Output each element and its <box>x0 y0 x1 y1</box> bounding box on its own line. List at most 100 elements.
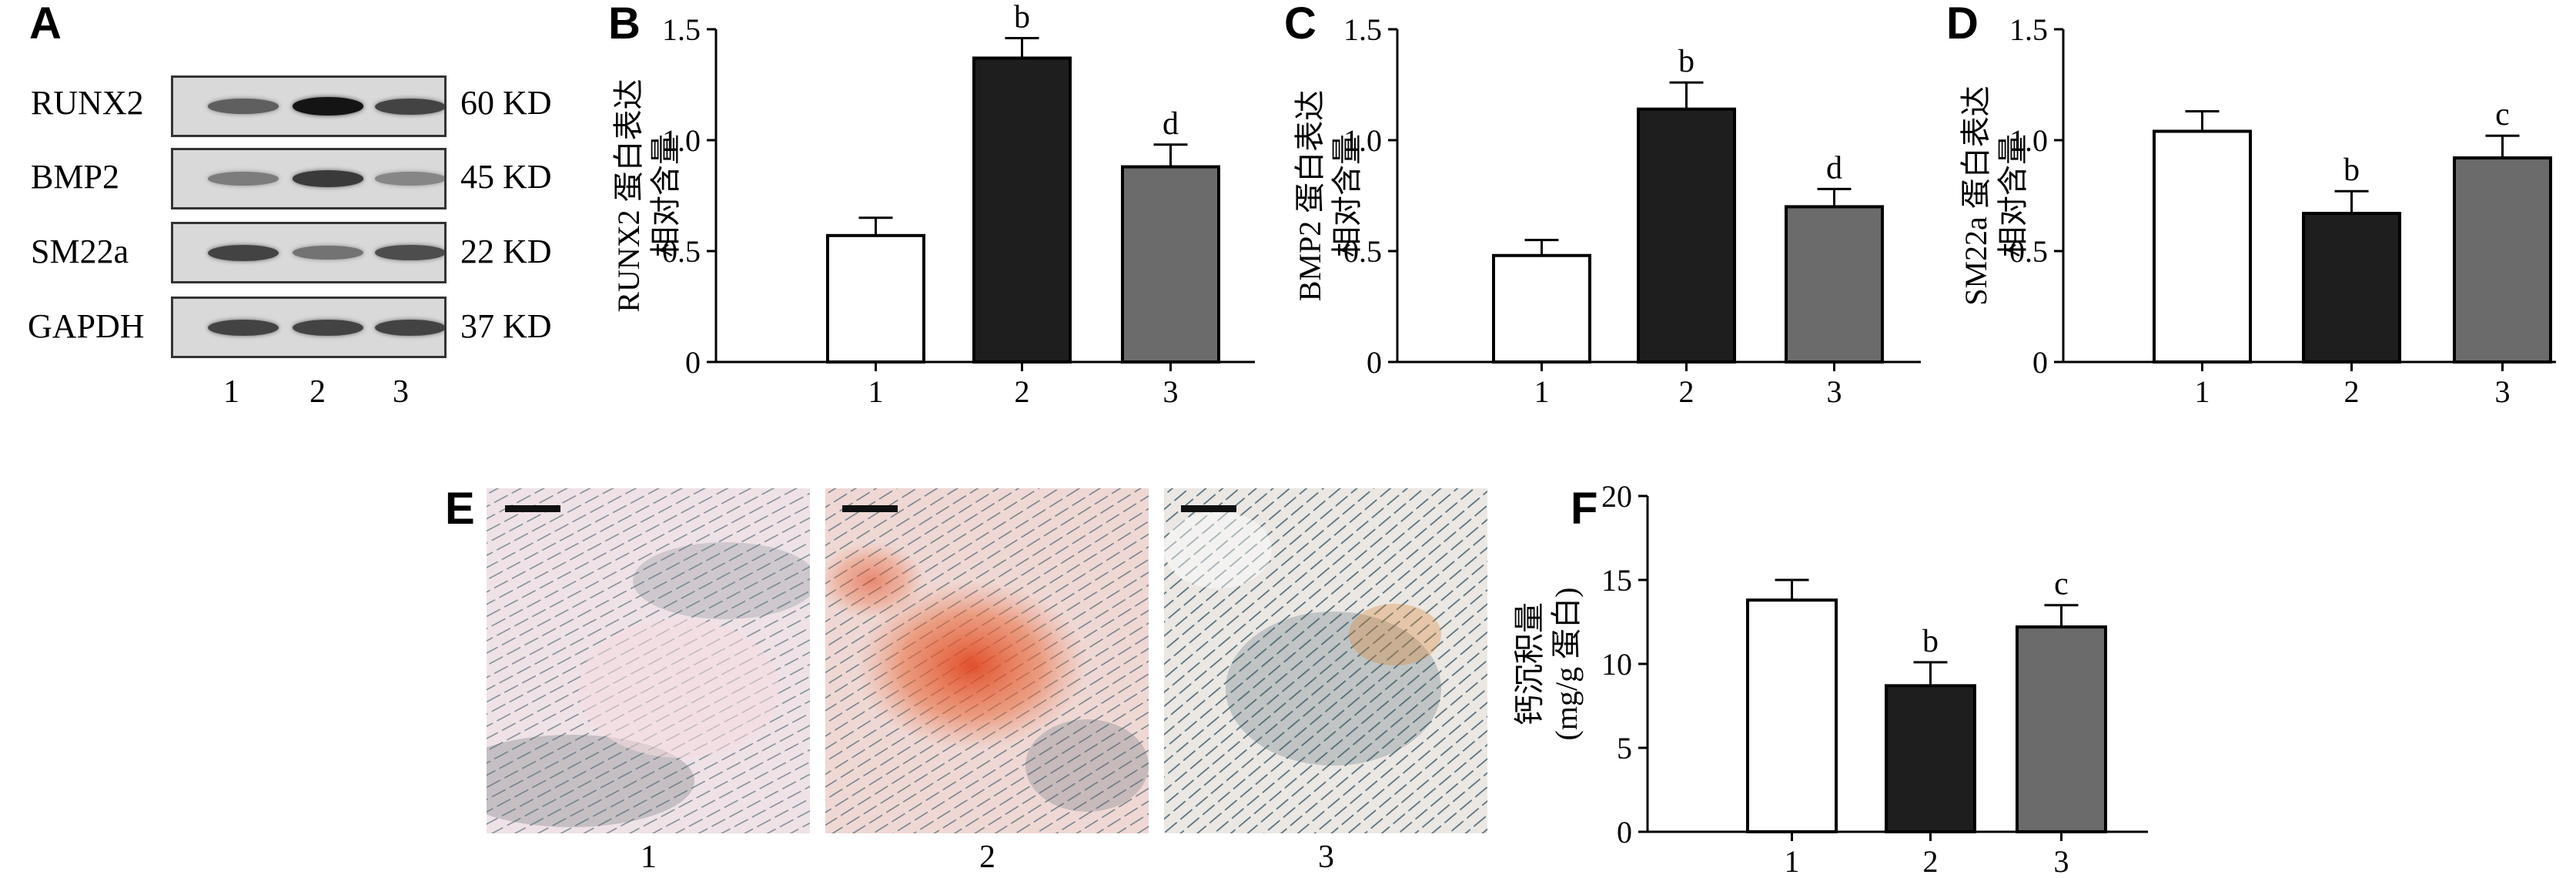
panel-label-a: A <box>29 0 62 49</box>
scale-bar <box>842 505 898 512</box>
y-tick-label: 0 <box>2032 345 2048 380</box>
x-tick-label: 2 <box>1679 374 1694 409</box>
blot-band <box>208 172 279 186</box>
micrograph-1 <box>487 488 810 833</box>
y-axis-label: 相对含量 <box>1996 134 2030 257</box>
y-axis-label-group: BMP2 蛋白表达 相对含量 <box>1293 90 1364 302</box>
y-tick-label: 1.5 <box>662 12 701 47</box>
blot-lane-label: 3 <box>393 374 409 410</box>
bar <box>1885 684 1976 833</box>
blot-band <box>208 244 279 261</box>
y-tick-label: 20 <box>1601 479 1632 514</box>
y-tick-label: 5 <box>1617 731 1632 766</box>
significance-label: b <box>1014 0 1030 35</box>
y-axis-label: 相对含量 <box>648 134 683 257</box>
bar <box>1746 598 1838 833</box>
blot-strip-bmp2 <box>171 148 447 209</box>
y-tick-label: 0 <box>1617 815 1632 850</box>
scale-bar <box>505 505 560 512</box>
chart-f-calcium: 0 5 10 15 20 钙沉积量 (mg/g 蛋白) 1 b 2 c 3 <box>1512 479 2148 878</box>
panel-label-f: F <box>1571 484 1598 534</box>
bar <box>2302 212 2401 364</box>
blot-band <box>293 245 363 260</box>
x-tick-label: 2 <box>1923 844 1939 878</box>
bar <box>2453 156 2552 364</box>
y-tick-label: 0 <box>1367 345 1382 380</box>
significance-label: d <box>1163 106 1179 142</box>
y-axis-label-group: SM22a 蛋白表达 相对含量 <box>1959 85 2030 306</box>
y-tick-label: 0.5 <box>662 234 701 269</box>
scale-bar <box>1181 505 1236 512</box>
blot-lane-label: 1 <box>223 374 239 410</box>
x-tick-label: 1 <box>2195 374 2210 409</box>
bar <box>2153 129 2252 364</box>
significance-label: b <box>1678 44 1694 79</box>
bar <box>826 233 925 364</box>
blot-band <box>293 97 363 116</box>
significance-label: c <box>2495 97 2510 132</box>
blot-strip-gapdh <box>171 297 447 358</box>
y-axis-label-group: 钙沉积量 (mg/g 蛋白) <box>1512 588 1584 741</box>
y-axis-label: RUNX2 蛋白表达 <box>611 79 646 312</box>
blot-size-label: 45 KD <box>460 158 552 196</box>
x-tick-label: 2 <box>2344 374 2360 409</box>
x-tick-label: 1 <box>1534 374 1550 409</box>
y-tick-label: 10 <box>1601 647 1632 682</box>
x-tick-label: 1 <box>868 374 884 409</box>
blot-strip-runx2 <box>171 75 447 137</box>
significance-label: b <box>1922 624 1939 659</box>
y-tick-label: 0.5 <box>1343 234 1382 269</box>
x-tick-label: 2 <box>1015 374 1030 409</box>
micrograph-caption: 1 <box>641 839 657 875</box>
bar <box>972 56 1072 364</box>
blot-strip-sm22a <box>171 222 447 283</box>
micrograph-2-image <box>825 488 1149 833</box>
bar <box>1637 107 1736 364</box>
panel-label-b: B <box>608 0 641 49</box>
blot-protein-label: SM22a <box>31 233 129 270</box>
blot-size-label: 37 KD <box>460 307 552 345</box>
micrograph-2 <box>825 488 1149 833</box>
y-tick-label: 15 <box>1601 563 1632 598</box>
y-tick-label: 0.5 <box>2009 234 2048 269</box>
blot-band <box>375 98 444 115</box>
y-tick-label: 1.0 <box>2009 123 2048 158</box>
x-tick-label: 3 <box>1827 374 1842 409</box>
significance-label: d <box>1826 150 1842 186</box>
y-axis-label-group: RUNX2 蛋白表达 相对含量 <box>611 79 683 312</box>
chart-b-runx2: 0 0.5 1.0 1.5 RUNX2 蛋白表达 相对含量 1 b 2 d 3 <box>611 0 1255 409</box>
blot-band <box>375 172 444 186</box>
panel-label-d: D <box>1946 0 1979 49</box>
blot-band <box>375 244 444 261</box>
blot-protein-label: RUNX2 <box>31 84 144 122</box>
significance-label: b <box>2343 152 2360 188</box>
bar <box>2016 625 2107 833</box>
y-tick-label: 1.0 <box>1343 123 1382 158</box>
x-tick-label: 1 <box>1785 844 1800 878</box>
panel-label-c: C <box>1284 0 1316 49</box>
blot-band <box>293 319 363 336</box>
chart-c-bmp2: 0 0.5 1.0 1.5 BMP2 蛋白表达 相对含量 1 b 2 d 3 <box>1293 12 1921 409</box>
y-axis-label: BMP2 蛋白表达 <box>1293 90 1327 302</box>
x-tick-label: 3 <box>2054 844 2069 878</box>
blot-protein-label: BMP2 <box>31 158 119 196</box>
y-tick-label: 1.0 <box>662 123 701 158</box>
micrograph-3-image <box>1164 488 1487 833</box>
micrograph-caption: 3 <box>1318 839 1334 875</box>
bar <box>1492 253 1591 364</box>
micrograph-3 <box>1164 488 1487 833</box>
y-axis-label: (mg/g 蛋白) <box>1549 588 1584 741</box>
y-axis-label: 钙沉积量 <box>1512 602 1547 726</box>
x-tick-label: 3 <box>2495 374 2511 409</box>
blot-band <box>293 170 363 187</box>
blot-band <box>208 99 279 114</box>
y-tick-label: 1.5 <box>2009 12 2048 47</box>
chart-d-sm22a: 0 0.5 1.0 1.5 SM22a 蛋白表达 相对含量 1 b 2 c 3 <box>1959 12 2556 409</box>
y-tick-label: 0 <box>685 345 701 380</box>
blot-band <box>208 319 279 336</box>
blot-size-label: 60 KD <box>460 84 552 122</box>
y-axis-label: 相对含量 <box>1330 134 1364 257</box>
bar <box>1121 165 1220 364</box>
panel-label-e: E <box>445 484 475 534</box>
significance-label: c <box>2054 567 2069 602</box>
